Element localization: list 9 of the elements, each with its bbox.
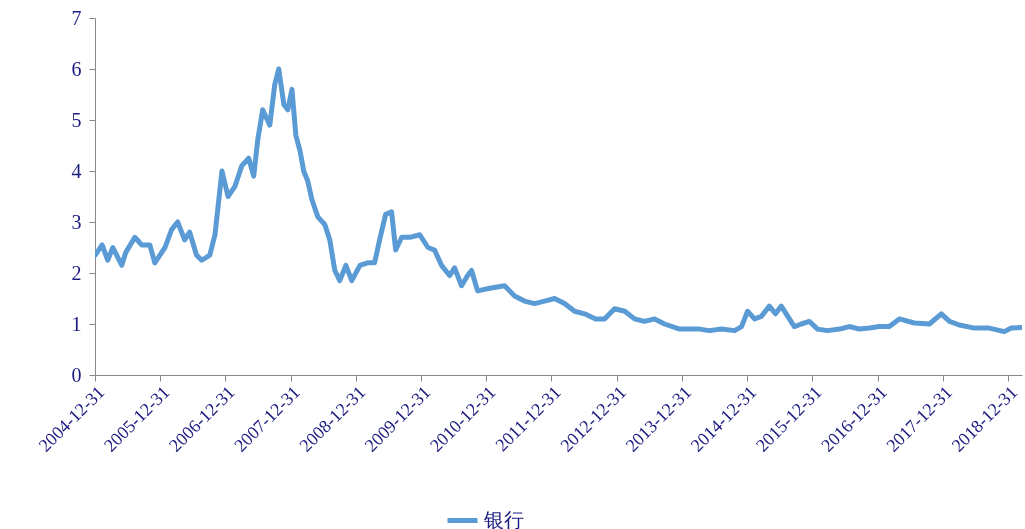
y-tick-label: 0 — [71, 363, 82, 386]
y-tick-label: 5 — [71, 108, 82, 131]
legend-label: 银行 — [483, 508, 524, 529]
y-tick-label: 1 — [71, 312, 82, 335]
y-tick-label: 4 — [71, 159, 82, 182]
y-tick-label: 7 — [71, 6, 82, 29]
y-tick-label: 6 — [71, 57, 82, 80]
y-tick-label: 3 — [71, 210, 82, 233]
y-tick-label: 2 — [71, 261, 82, 284]
